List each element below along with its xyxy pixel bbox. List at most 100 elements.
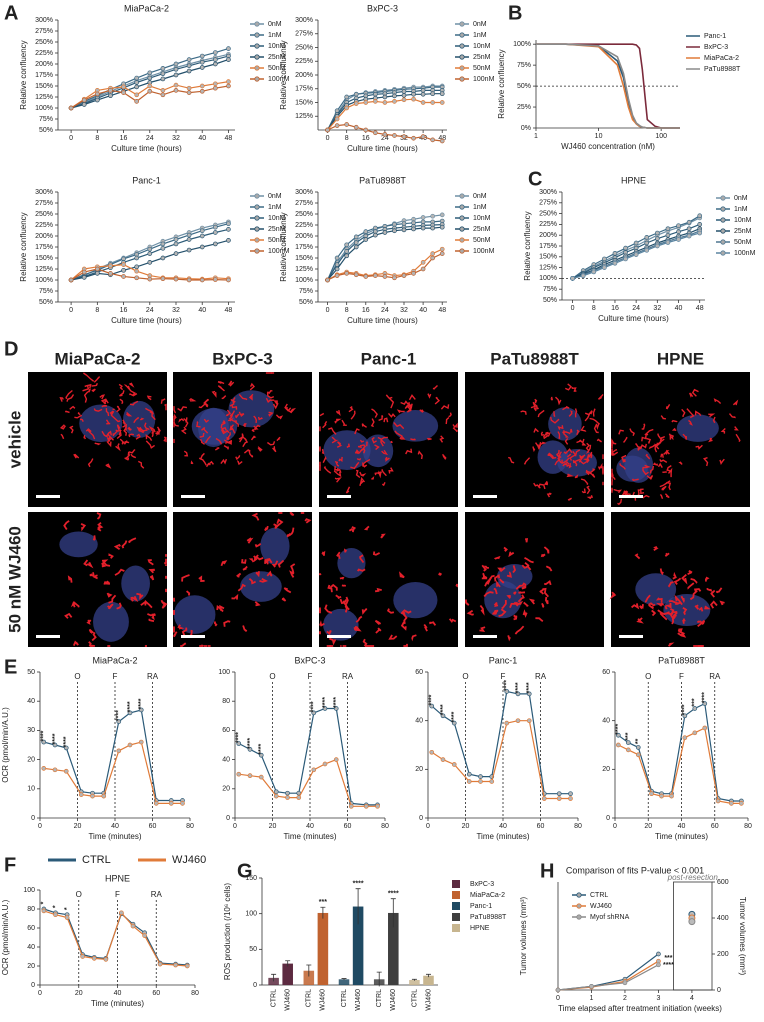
mitochondria [319, 620, 325, 627]
mitochondria [319, 573, 322, 576]
data-point [676, 229, 681, 235]
mitochondria [133, 416, 140, 424]
data-point [729, 801, 734, 806]
mitochondria [77, 412, 81, 416]
mitochondria [704, 605, 711, 610]
mitochondria [225, 409, 232, 417]
mitochondria [497, 567, 506, 573]
nucleus [173, 595, 216, 634]
legend-label: 50nM [734, 239, 752, 246]
mitochondria [290, 407, 297, 413]
data-point [372, 91, 378, 97]
mitochondria [541, 602, 545, 608]
mitochondria [377, 470, 382, 479]
mitochondria [241, 558, 247, 564]
mitochondria [440, 404, 450, 410]
mitochondria [587, 468, 596, 474]
mitochondria [668, 642, 675, 647]
legend-marker [459, 21, 465, 27]
mitochondria [716, 587, 723, 594]
series-line [536, 43, 680, 129]
data-point [682, 735, 688, 741]
mitochondria [493, 587, 498, 595]
mitochondria [86, 619, 92, 625]
mitochondria [326, 630, 332, 636]
legend-marker [254, 65, 260, 71]
data-point [420, 134, 426, 139]
mitochondria [401, 609, 412, 614]
y-tick-label: 150% [295, 99, 313, 106]
mitochondria [160, 398, 166, 404]
mitochondria [574, 408, 578, 418]
mitochondria [494, 573, 501, 582]
mitochondria [344, 548, 348, 553]
mitochondria [385, 394, 393, 400]
data-point [186, 247, 192, 253]
mitochondria [687, 570, 693, 576]
data-point [258, 774, 264, 780]
data-point [686, 219, 692, 225]
mitochondria [540, 553, 546, 558]
mitochondria [221, 395, 227, 400]
data-point [659, 793, 664, 799]
mitochondria [341, 584, 347, 587]
mitochondria [441, 453, 447, 461]
mitochondria [595, 422, 600, 430]
legend-marker [254, 215, 260, 221]
mitochondria [659, 480, 671, 488]
mitochondria [543, 546, 550, 554]
y-tick-label: 250% [539, 210, 557, 217]
mitochondria [225, 439, 233, 444]
mitochondria [129, 400, 139, 406]
error-bar [271, 973, 277, 982]
data-point [134, 268, 140, 274]
mitochondria [417, 450, 423, 460]
scale-bar [181, 635, 205, 638]
x-tick-label: 48 [696, 305, 704, 312]
error-bar [376, 971, 382, 987]
mitochondria [557, 425, 564, 430]
x-tick-label: 20 [74, 823, 82, 830]
mitochondria [554, 458, 561, 466]
micrograph [319, 512, 458, 647]
mitochondria [631, 478, 639, 482]
mitochondria [116, 602, 122, 610]
legend-label: PaTu8988T [470, 914, 507, 921]
mitochondria [232, 420, 239, 427]
significance: **** [353, 881, 364, 888]
annotation: post-resection [667, 873, 719, 882]
bar [303, 970, 315, 985]
y-tick-label: 225% [295, 222, 313, 229]
data-point [451, 720, 457, 726]
injection-label: O [645, 672, 651, 681]
mitochondria [483, 565, 489, 569]
legend-marker [459, 237, 465, 243]
data-point [633, 252, 639, 257]
mitochondria [253, 555, 258, 563]
mitochondria [69, 405, 76, 410]
mitochondria [506, 594, 512, 599]
mitochondria [689, 392, 694, 398]
mitochondria [321, 448, 325, 455]
legend-label: 0nM [268, 193, 282, 200]
legend-label: WJ460 [172, 854, 206, 866]
mitochondria [129, 595, 139, 603]
y-tick-label: 275% [35, 200, 53, 207]
mitochondria [380, 438, 386, 447]
mitochondria [69, 425, 74, 434]
mitochondria [362, 458, 371, 467]
mitochondria [105, 408, 110, 417]
mitochondria [564, 437, 569, 445]
mitochondria [687, 582, 695, 590]
series-line [617, 702, 742, 802]
x-tick-label: 0 [69, 307, 73, 314]
mitochondria [659, 459, 668, 463]
x-tick-label: 80 [186, 823, 194, 830]
error-bar [320, 906, 326, 919]
y-tick-label: 10 [27, 786, 35, 793]
mitochondria [586, 485, 591, 495]
data-point [555, 987, 561, 993]
legend-marker [459, 215, 465, 221]
significance: **** [127, 701, 134, 712]
chart-title: HPNE [105, 873, 130, 883]
